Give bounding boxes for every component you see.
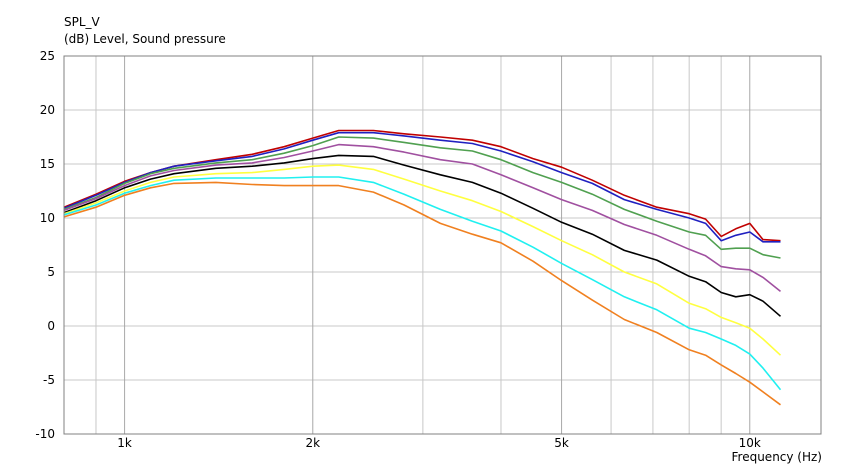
y-tick-label: 10: [40, 211, 55, 225]
x-tick-label: 5k: [554, 436, 569, 450]
y-tick-label: -5: [43, 373, 55, 387]
series-group: [63, 129, 782, 406]
plot-border: [63, 55, 822, 435]
y-axis-label: (dB) Level, Sound pressure: [64, 32, 226, 46]
y-tick-label: 0: [47, 319, 55, 333]
series-line-2: [63, 131, 781, 243]
y-tick-label: 15: [40, 157, 55, 171]
series-line-5: [63, 154, 782, 317]
x-tick-label: 2k: [305, 436, 320, 450]
tick-labels: -10 -5 0 5 10 15 20 25 1k 2k 5k 10k: [35, 49, 761, 450]
chart-title: SPL_V: [64, 15, 100, 29]
x-axis-label: Frequency (Hz): [731, 450, 823, 464]
series-line-4: [63, 143, 781, 293]
series-line-8: [63, 181, 781, 406]
y-tick-label: -10: [35, 427, 55, 441]
y-tick-label: 5: [47, 265, 55, 279]
x-tick-label: 1k: [117, 436, 132, 450]
series-line-3: [63, 136, 781, 259]
series-line-6: [63, 164, 782, 356]
grid: [64, 55, 821, 435]
plot-frame: [63, 55, 822, 435]
y-tick-label: 25: [40, 49, 55, 63]
series-line-7: [63, 176, 782, 391]
x-tick-label: 10k: [739, 436, 761, 450]
y-tick-label: 20: [40, 103, 55, 117]
